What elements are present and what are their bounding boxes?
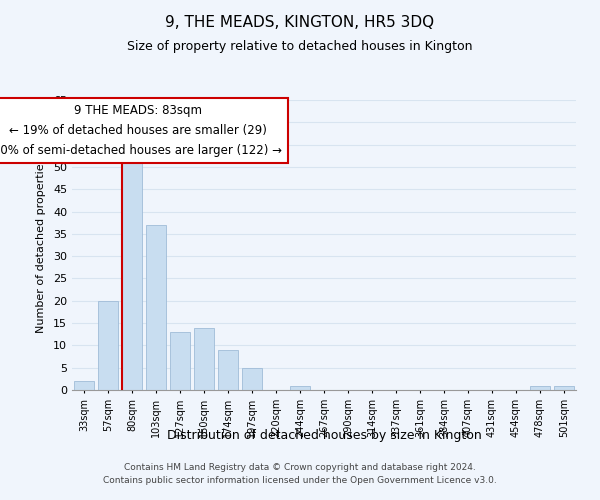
Bar <box>74 381 94 390</box>
Bar <box>146 225 166 390</box>
Text: 9 THE MEADS: 83sqm
← 19% of detached houses are smaller (29)
80% of semi-detache: 9 THE MEADS: 83sqm ← 19% of detached hou… <box>0 104 282 158</box>
Text: Distribution of detached houses by size in Kington: Distribution of detached houses by size … <box>167 428 481 442</box>
Bar <box>530 386 550 390</box>
Bar <box>98 301 118 390</box>
Bar <box>170 332 190 390</box>
Bar <box>122 158 142 390</box>
Bar <box>218 350 238 390</box>
Bar <box>290 386 310 390</box>
Y-axis label: Number of detached properties: Number of detached properties <box>36 158 46 332</box>
Text: Contains HM Land Registry data © Crown copyright and database right 2024.
Contai: Contains HM Land Registry data © Crown c… <box>103 464 497 485</box>
Text: 9, THE MEADS, KINGTON, HR5 3DQ: 9, THE MEADS, KINGTON, HR5 3DQ <box>166 15 434 30</box>
Bar <box>194 328 214 390</box>
Bar <box>242 368 262 390</box>
Text: Size of property relative to detached houses in Kington: Size of property relative to detached ho… <box>127 40 473 53</box>
Bar <box>554 386 574 390</box>
